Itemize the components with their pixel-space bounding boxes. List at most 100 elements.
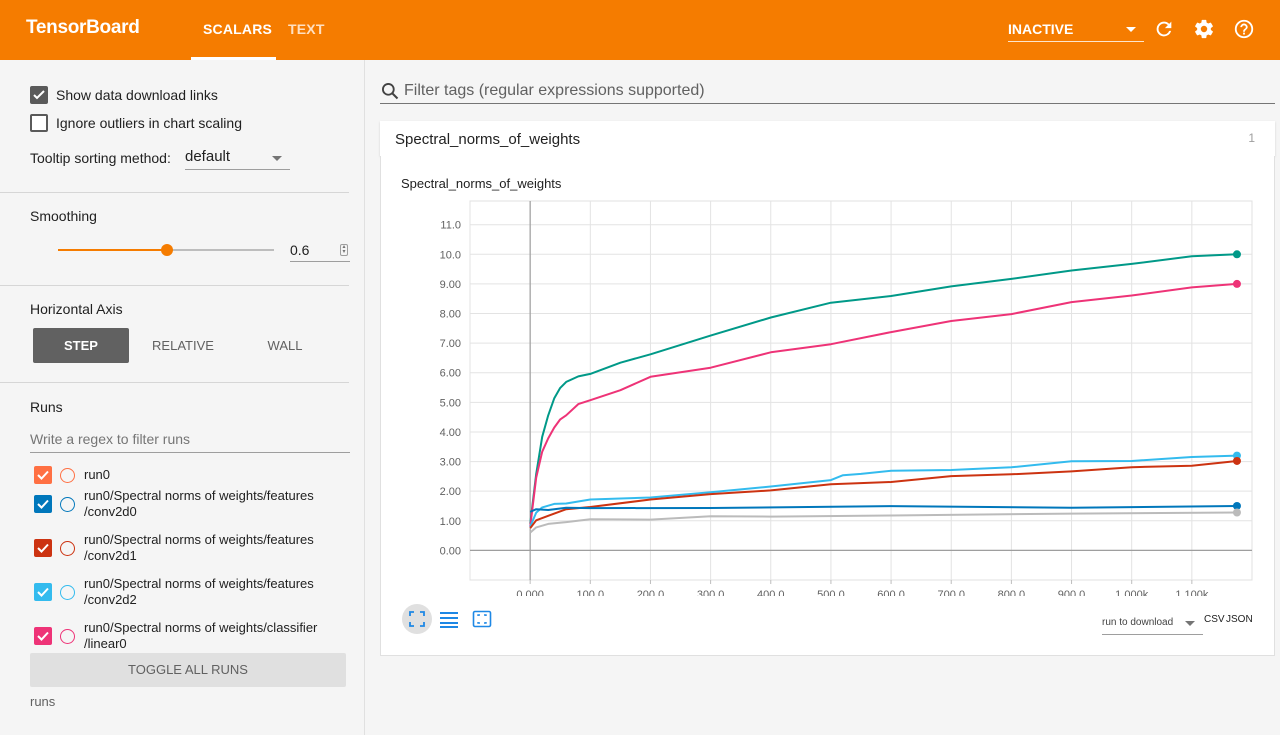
search-icon (380, 81, 400, 106)
tooltip-sorting-label: Tooltip sorting method: (30, 150, 171, 166)
run-item[interactable]: run0/Spectral norms of weights/features /… (30, 532, 360, 576)
active-tab-indicator (191, 57, 276, 60)
axis-wall-button[interactable]: WALL (267, 338, 303, 353)
run-color-radio[interactable] (60, 628, 75, 644)
log-scale-button[interactable] (434, 604, 464, 634)
x-tick-label: 400.0 (757, 589, 785, 596)
x-tick-label: 1.100k (1175, 589, 1209, 596)
expand-icon (472, 610, 492, 628)
x-tick-label: 200.0 (637, 589, 665, 596)
tooltip-sorting-value: default (185, 148, 231, 165)
series-line (529, 460, 1238, 529)
csv-download-link[interactable]: CSV (1204, 614, 1225, 625)
toggle-all-runs-button[interactable]: TOGGLE ALL RUNS (30, 653, 346, 687)
ignore-outliers-label: Ignore outliers in chart scaling (56, 115, 242, 131)
smoothing-slider-fill (58, 249, 167, 251)
show-download-links-label: Show data download links (56, 87, 218, 103)
category-name: Spectral_norms_of_weights (395, 131, 581, 148)
run-color-radio[interactable] (60, 467, 75, 483)
run-item[interactable]: run0/Spectral norms of weights/classifie… (30, 620, 360, 652)
horizontal-axis-title: Horizontal Axis (30, 301, 123, 317)
run-item[interactable]: run0 (30, 460, 360, 504)
log-scale-icon (440, 612, 458, 628)
x-tick-label: 1.000k (1115, 589, 1149, 596)
run-checkbox[interactable] (34, 583, 52, 601)
run-label: run0/Spectral norms of weights/features /… (84, 576, 314, 607)
tooltip-sorting-select[interactable]: default (185, 148, 290, 170)
y-tick-label: 4.00 (440, 427, 461, 439)
y-tick-label: 10.0 (440, 249, 461, 261)
axis-relative-button[interactable]: RELATIVE (152, 338, 214, 353)
divider (0, 192, 349, 193)
tag-filter-input[interactable]: Filter tags (regular expressions support… (380, 78, 1275, 104)
spinner-icon[interactable]: ▴ ▾ (340, 244, 348, 256)
x-tick-label: 600.0 (877, 589, 905, 596)
y-tick-label: 7.00 (440, 338, 461, 350)
y-tick-label: 2.00 (440, 486, 461, 498)
help-icon[interactable] (1233, 18, 1255, 40)
run-checkbox[interactable] (34, 466, 52, 484)
tab-text[interactable]: TEXT (288, 21, 325, 37)
series-line (529, 282, 1238, 527)
show-download-links-checkbox[interactable] (30, 86, 48, 104)
series-end-point (1232, 250, 1241, 259)
run-color-radio[interactable] (60, 584, 75, 600)
series-line (529, 511, 1238, 534)
inactive-plugins-dropdown[interactable]: INACTIVE (1008, 21, 1144, 42)
chevron-down-icon (1185, 621, 1195, 626)
x-tick-label: 500.0 (817, 589, 845, 596)
x-tick-label: 800.0 (998, 589, 1026, 596)
axis-step-button[interactable]: STEP (33, 328, 129, 363)
smoothing-slider-knob[interactable] (160, 244, 173, 256)
y-tick-label: 11.0 (440, 220, 461, 232)
run-checkbox[interactable] (34, 627, 52, 645)
runs-footer: runs (30, 694, 56, 709)
y-tick-label: 1.00 (440, 516, 461, 528)
smoothing-title: Smoothing (30, 208, 97, 224)
y-tick-label: 6.00 (440, 368, 461, 380)
series-end-point (1232, 508, 1241, 517)
run-label: run0 (84, 467, 111, 482)
run-download-select[interactable]: run to download (1102, 613, 1203, 635)
refresh-icon[interactable] (1153, 18, 1175, 40)
scalar-chart-card: Spectral_norms_of_weights 0.000 100.0 200.… (380, 156, 1275, 656)
run-color-radio[interactable] (60, 496, 75, 512)
chevron-down-icon (272, 156, 282, 161)
fit-domain-icon (409, 611, 425, 627)
inactive-dropdown-label: INACTIVE (1008, 21, 1074, 37)
y-tick-label: 9.00 (440, 279, 461, 291)
y-tick-label: 0.00 (440, 545, 461, 557)
run-color-radio[interactable] (60, 540, 75, 556)
settings-icon[interactable] (1193, 18, 1215, 40)
json-download-link[interactable]: JSON (1226, 614, 1253, 625)
smoothing-value: 0.6 (290, 242, 310, 258)
smoothing-slider[interactable] (58, 244, 274, 256)
fit-domain-button[interactable] (402, 604, 432, 634)
run-item[interactable]: run0/Spectral norms of weights/features /… (30, 488, 360, 532)
sidebar: Show data download links Ignore outliers… (0, 60, 365, 735)
category-header[interactable]: Spectral_norms_of_weights 1 (380, 121, 1275, 156)
series-line (529, 454, 1238, 528)
chevron-down-icon (1126, 27, 1136, 32)
chart-title: Spectral_norms_of_weights (401, 176, 562, 191)
run-download-value: run to download (1102, 617, 1174, 628)
x-tick-label: 100.0 (577, 589, 605, 596)
ignore-outliers-checkbox[interactable] (30, 114, 48, 132)
runs-regex-input[interactable]: Write a regex to filter runs (30, 431, 350, 453)
series-end-point (1232, 501, 1241, 510)
divider (0, 285, 349, 286)
x-tick-label: 300.0 (697, 589, 725, 596)
line-chart[interactable]: 0.000 100.0 200.0 300.0 400.0 500.0 600.0 700.0… (381, 156, 1276, 596)
run-item[interactable]: run0/Spectral norms of weights/features /… (30, 576, 360, 620)
plot-frame (469, 200, 1253, 581)
x-tick-label: 700.0 (937, 589, 965, 596)
run-label: run0/Spectral norms of weights/features /… (84, 488, 314, 519)
y-tick-label: 8.00 (440, 309, 461, 321)
run-checkbox[interactable] (34, 539, 52, 557)
tag-filter-placeholder: Filter tags (regular expressions support… (404, 82, 705, 99)
smoothing-input[interactable]: 0.6 ▴ ▾ (290, 238, 350, 262)
tab-scalars[interactable]: SCALARS (203, 21, 273, 37)
expand-chart-button[interactable] (467, 604, 497, 634)
runs-regex-placeholder: Write a regex to filter runs (30, 431, 191, 447)
run-checkbox[interactable] (34, 495, 52, 513)
